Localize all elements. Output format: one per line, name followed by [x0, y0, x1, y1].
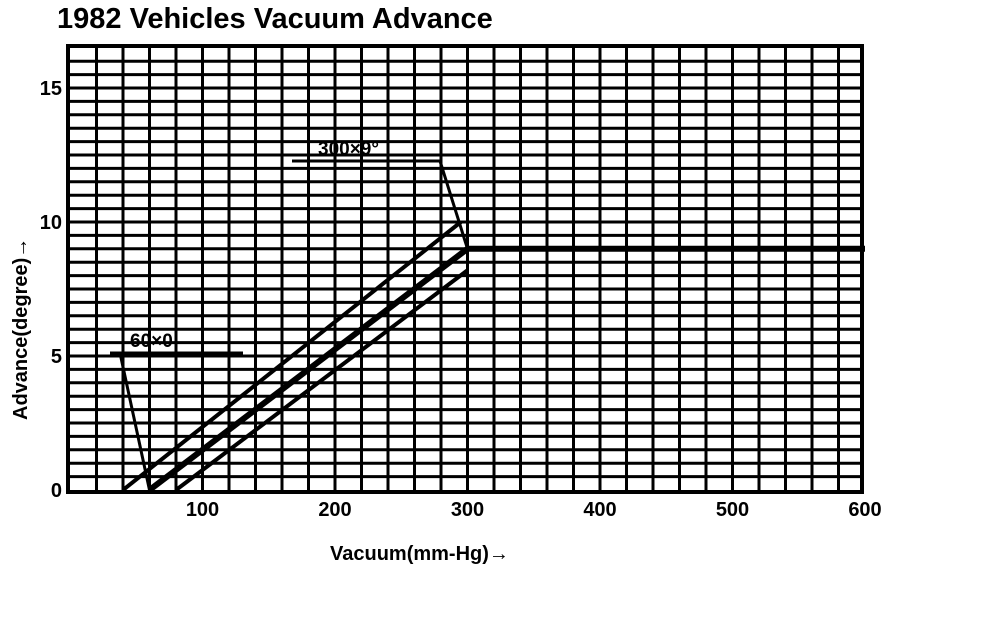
x-tick-labels: 100 200 300 400 500 600	[186, 499, 882, 521]
x-tick-label: 100	[186, 499, 219, 521]
y-tick-label: 0	[51, 480, 62, 502]
annotations: 60×0 300×9°	[110, 139, 469, 491]
x-tick-label: 600	[848, 499, 881, 521]
annotation-leader	[110, 351, 151, 491]
series-line	[174, 268, 469, 492]
x-tick-label: 200	[318, 499, 351, 521]
x-tick-label: 300	[451, 499, 484, 521]
x-tick-label: 500	[716, 499, 749, 521]
y-tick-label: 10	[40, 212, 62, 234]
annotation-leader	[438, 160, 469, 250]
annotation-label: 300×9°	[318, 139, 379, 160]
annotation-label: 60×0	[130, 331, 173, 352]
plot-frame	[66, 44, 864, 494]
series-line	[121, 220, 463, 492]
y-tick-label: 15	[40, 78, 62, 100]
y-tick-label: 5	[51, 346, 62, 368]
x-axis-label: Vacuum(mm-Hg)→	[330, 543, 509, 565]
chart-title: 1982 Vehicles Vacuum Advance	[57, 3, 493, 35]
x-tick-label: 400	[583, 499, 616, 521]
grid	[68, 46, 862, 492]
y-tick-labels: 0 5 10 15	[40, 78, 62, 502]
y-axis-label: Advance(degree)→	[10, 238, 32, 420]
